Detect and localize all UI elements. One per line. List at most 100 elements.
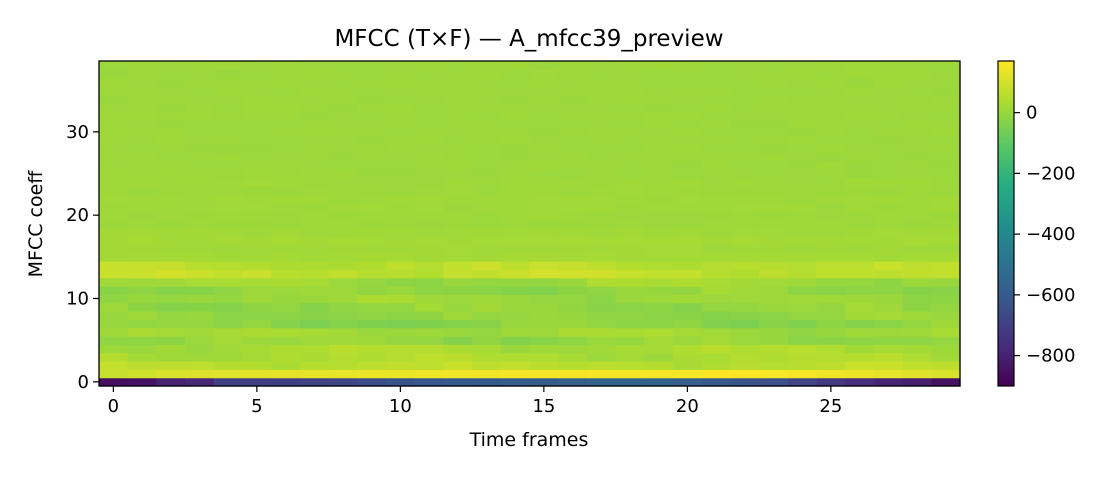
heatmap-cell (759, 352, 789, 362)
heatmap-cell (644, 269, 674, 279)
heatmap-cell (328, 336, 358, 345)
heatmap-cell (99, 202, 129, 212)
plot-frame (98, 60, 961, 387)
heatmap-cell (500, 236, 531, 245)
heatmap-cell (328, 94, 358, 104)
heatmap-cell (730, 61, 760, 70)
heatmap-cell (529, 219, 559, 229)
heatmap-cell (644, 319, 674, 329)
heatmap-cell (213, 336, 244, 345)
heatmap-cell (156, 294, 186, 304)
heatmap-cell (615, 344, 645, 354)
heatmap-cell (931, 377, 961, 387)
heatmap-cell (299, 277, 330, 287)
heatmap-cell (242, 336, 272, 345)
colorbar-ticks: 0 −200 −400 −600 −800 (1014, 103, 1075, 367)
heatmap-cell (845, 136, 875, 145)
heatmap-cell (386, 336, 416, 345)
heatmap-cell (127, 111, 157, 120)
heatmap-cell (271, 127, 301, 137)
heatmap-cell (127, 152, 157, 162)
heatmap-cell (185, 86, 215, 95)
heatmap-cell (644, 219, 674, 229)
heatmap-cell (586, 111, 617, 120)
heatmap-cell (586, 202, 617, 212)
heatmap-cell (787, 336, 818, 345)
heatmap-cell (299, 336, 330, 345)
heatmap-cell (615, 327, 645, 337)
heatmap-cell (529, 277, 559, 287)
heatmap-cell (644, 302, 674, 312)
heatmap-cell (701, 169, 731, 179)
heatmap-cell (127, 344, 157, 354)
heatmap-cell (673, 111, 703, 120)
heatmap-cell (328, 61, 358, 70)
heatmap-cell (673, 194, 703, 204)
heatmap-cell (500, 119, 531, 129)
heatmap-cell (414, 169, 444, 179)
heatmap-cell (328, 311, 358, 320)
heatmap-cell (386, 227, 416, 237)
heatmap-cell (902, 177, 932, 187)
heatmap-cell (357, 127, 387, 137)
heatmap-cell (931, 277, 961, 287)
heatmap-cell (472, 277, 502, 287)
heatmap-cell (328, 286, 358, 295)
heatmap-cell (156, 252, 186, 262)
heatmap-cell (271, 227, 301, 237)
heatmap-cell (357, 369, 387, 379)
heatmap-cell (443, 86, 473, 95)
heatmap-cell (213, 344, 244, 354)
heatmap-cell (644, 244, 674, 254)
heatmap-cell (558, 102, 588, 112)
heatmap-cell (357, 169, 387, 179)
heatmap-cell (873, 69, 904, 79)
heatmap-cell (127, 69, 157, 79)
heatmap-cell (615, 77, 645, 87)
heatmap-cell (99, 94, 129, 104)
heatmap-cell (529, 186, 559, 195)
heatmap-cell (443, 119, 473, 129)
heatmap-cell (586, 319, 617, 329)
heatmap-cell (357, 327, 387, 337)
heatmap-cell (242, 102, 272, 112)
heatmap-cell (701, 261, 731, 270)
heatmap-cell (386, 136, 416, 145)
heatmap-cell (357, 69, 387, 79)
heatmap-cell (816, 319, 846, 329)
heatmap-cell (787, 186, 818, 195)
heatmap-cell (845, 177, 875, 187)
heatmap-cell (787, 352, 818, 362)
heatmap-cell (414, 327, 444, 337)
heatmap-cell (414, 86, 444, 95)
heatmap-cell (759, 344, 789, 354)
heatmap-cell (500, 369, 531, 379)
colorbar-tick-label: −200 (1026, 163, 1075, 184)
heatmap-cell (644, 119, 674, 129)
heatmap-cell (299, 127, 330, 137)
heatmap-cell (99, 327, 129, 337)
heatmap-cell (99, 86, 129, 95)
heatmap-cell (271, 352, 301, 362)
heatmap-cell (931, 69, 961, 79)
heatmap-cell (99, 127, 129, 137)
heatmap-cell (414, 244, 444, 254)
heatmap-cell (845, 302, 875, 312)
heatmap-cell (873, 311, 904, 320)
heatmap-cell (99, 302, 129, 312)
heatmap-cell (99, 294, 129, 304)
colorbar-tick-label: −800 (1026, 346, 1075, 367)
y-tick-label: 10 (66, 289, 89, 310)
heatmap-cell (873, 77, 904, 87)
heatmap-cell (242, 61, 272, 70)
heatmap-cell (472, 336, 502, 345)
x-tick-label: 25 (819, 396, 842, 417)
heatmap-cell (213, 261, 244, 270)
heatmap-cell (156, 169, 186, 179)
heatmap-cell (787, 261, 818, 270)
heatmap-cell (472, 69, 502, 79)
heatmap-cell (759, 277, 789, 287)
heatmap-cell (357, 344, 387, 354)
heatmap-cell (787, 211, 818, 220)
heatmap-cell (673, 252, 703, 262)
